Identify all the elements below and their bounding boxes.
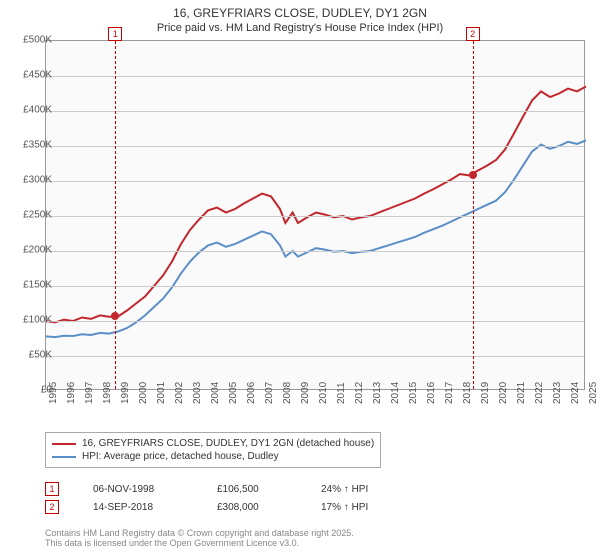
x-axis-label: 2011 [336, 382, 347, 404]
transaction-date: 14-SEP-2018 [93, 502, 183, 513]
y-axis-label: £150K [12, 280, 52, 291]
transaction-marker: 1 [45, 482, 59, 496]
marker-vline [473, 41, 474, 389]
gridline [46, 216, 584, 217]
x-axis-label: 1998 [102, 382, 113, 404]
x-axis-label: 2014 [390, 382, 401, 404]
x-axis-label: 2000 [138, 382, 149, 404]
gridline [46, 321, 584, 322]
legend-row: 16, GREYFRIARS CLOSE, DUDLEY, DY1 2GN (d… [52, 437, 374, 450]
footer-line-1: Contains HM Land Registry data © Crown c… [45, 528, 354, 538]
x-axis-label: 2021 [516, 382, 527, 404]
transaction-price: £106,500 [217, 484, 287, 495]
x-axis-label: 2002 [174, 382, 185, 404]
x-axis-label: 2004 [210, 382, 221, 404]
x-axis-label: 2018 [462, 382, 473, 404]
x-axis-label: 2025 [588, 382, 599, 404]
series-line-hpi [46, 140, 586, 337]
x-axis-label: 2001 [156, 382, 167, 404]
gridline [46, 76, 584, 77]
gridline [46, 146, 584, 147]
transaction-marker: 2 [45, 500, 59, 514]
x-axis-label: 2005 [228, 382, 239, 404]
chart-subtitle: Price paid vs. HM Land Registry's House … [0, 22, 600, 38]
x-axis-label: 2010 [318, 382, 329, 404]
x-axis-label: 2023 [552, 382, 563, 404]
series-line-price_paid [46, 87, 586, 323]
x-axis-label: 2006 [246, 382, 257, 404]
x-axis-label: 2009 [300, 382, 311, 404]
gridline [46, 286, 584, 287]
gridline [46, 356, 584, 357]
y-axis-label: £0 [12, 385, 52, 396]
plot-area: 12 [45, 40, 585, 390]
x-axis-label: 1995 [48, 382, 59, 404]
y-axis-label: £100K [12, 315, 52, 326]
legend-row: HPI: Average price, detached house, Dudl… [52, 450, 374, 463]
x-axis-label: 2016 [426, 382, 437, 404]
transaction-hpi-diff: 24% ↑ HPI [321, 484, 368, 495]
x-axis-label: 1996 [66, 382, 77, 404]
transaction-table: 1 06-NOV-1998 £106,500 24% ↑ HPI 2 14-SEP-201… [45, 480, 368, 516]
x-axis-label: 2017 [444, 382, 455, 404]
marker-label: 1 [108, 27, 122, 41]
legend-label: 16, GREYFRIARS CLOSE, DUDLEY, DY1 2GN (d… [82, 438, 374, 449]
marker-vline [115, 41, 116, 389]
x-axis-label: 2012 [354, 382, 365, 404]
x-axis-label: 2015 [408, 382, 419, 404]
x-axis-label: 2013 [372, 382, 383, 404]
y-axis-label: £400K [12, 105, 52, 116]
x-axis-label: 2020 [498, 382, 509, 404]
chart-title: 16, GREYFRIARS CLOSE, DUDLEY, DY1 2GN [0, 0, 600, 22]
transaction-hpi-diff: 17% ↑ HPI [321, 502, 368, 513]
marker-dot [469, 171, 477, 179]
legend-inner: 16, GREYFRIARS CLOSE, DUDLEY, DY1 2GN (d… [45, 432, 381, 468]
y-axis-label: £50K [12, 350, 52, 361]
marker-label: 2 [466, 27, 480, 41]
x-axis-label: 2019 [480, 382, 491, 404]
y-axis-label: £450K [12, 70, 52, 81]
x-axis-label: 1997 [84, 382, 95, 404]
legend-label: HPI: Average price, detached house, Dudl… [82, 451, 279, 462]
plot-svg [46, 41, 584, 389]
y-axis-label: £500K [12, 35, 52, 46]
x-axis-label: 2022 [534, 382, 545, 404]
y-axis-label: £250K [12, 210, 52, 221]
gridline [46, 251, 584, 252]
legend-swatch [52, 443, 76, 445]
transaction-price: £308,000 [217, 502, 287, 513]
footer-attribution: Contains HM Land Registry data © Crown c… [45, 528, 354, 548]
transaction-date: 06-NOV-1998 [93, 484, 183, 495]
x-axis-label: 2008 [282, 382, 293, 404]
marker-dot [111, 312, 119, 320]
y-axis-label: £300K [12, 175, 52, 186]
legend-swatch [52, 456, 76, 458]
legend: 16, GREYFRIARS CLOSE, DUDLEY, DY1 2GN (d… [45, 432, 585, 468]
x-axis-label: 2003 [192, 382, 203, 404]
x-axis-label: 2007 [264, 382, 275, 404]
transaction-row: 2 14-SEP-2018 £308,000 17% ↑ HPI [45, 498, 368, 516]
gridline [46, 181, 584, 182]
footer-line-2: This data is licensed under the Open Gov… [45, 538, 354, 548]
y-axis-label: £350K [12, 140, 52, 151]
x-axis-label: 1999 [120, 382, 131, 404]
chart-container: 16, GREYFRIARS CLOSE, DUDLEY, DY1 2GN Pr… [0, 0, 600, 560]
gridline [46, 111, 584, 112]
transaction-row: 1 06-NOV-1998 £106,500 24% ↑ HPI [45, 480, 368, 498]
x-axis-label: 2024 [570, 382, 581, 404]
y-axis-label: £200K [12, 245, 52, 256]
